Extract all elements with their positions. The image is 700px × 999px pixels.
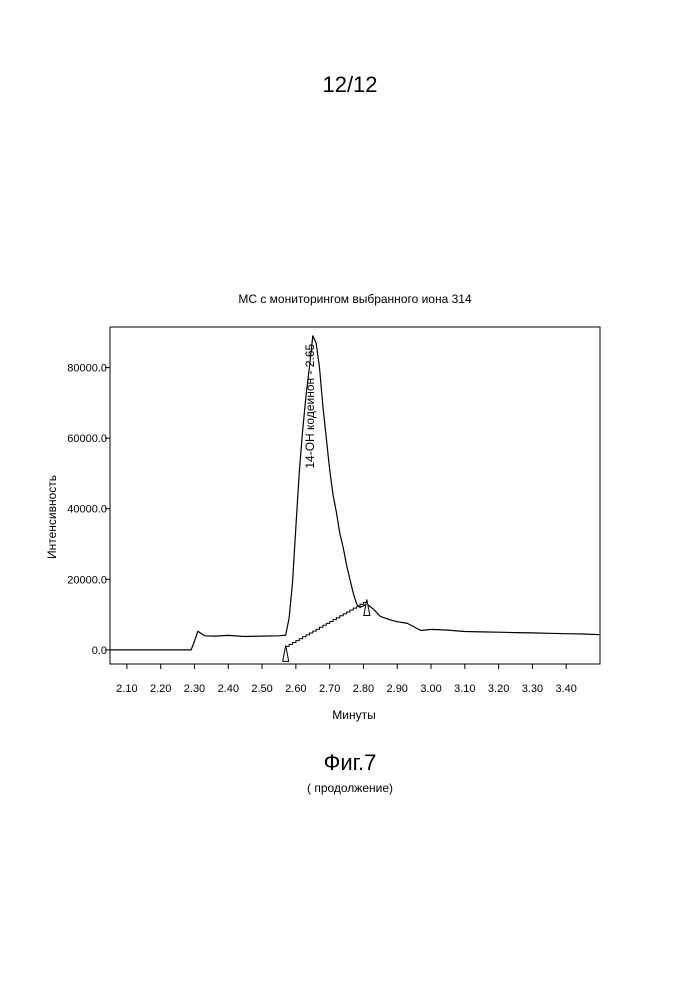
x-tick-label: 2.30 — [184, 683, 205, 695]
y-tick-label: 20000.0 — [67, 574, 107, 586]
chromatogram-chart: МС с мониторингом выбранного иона 314 0.… — [0, 0, 700, 740]
y-axis-label: Интенсивность — [45, 475, 59, 559]
x-tick-label: 2.60 — [285, 683, 306, 695]
series-group — [110, 336, 600, 662]
x-tick-label: 2.70 — [319, 683, 340, 695]
y-tick-label: 80000.0 — [67, 363, 107, 375]
peak-marker — [364, 599, 370, 615]
plot-frame — [110, 327, 600, 664]
x-tick-label: 2.50 — [251, 683, 272, 695]
x-tick-label: 3.40 — [555, 683, 576, 695]
y-tick-label: 60000.0 — [67, 433, 107, 445]
figure-caption: Фиг.7 — [0, 750, 700, 776]
x-tick-label: 2.20 — [150, 683, 171, 695]
x-tick-label: 2.10 — [116, 683, 137, 695]
chart-title: МС с мониторингом выбранного иона 314 — [238, 292, 472, 306]
peak-marker — [283, 645, 289, 661]
y-tick-label: 40000.0 — [67, 504, 107, 516]
x-axis-label: Минуты — [332, 708, 375, 722]
x-tick-label: 2.90 — [387, 683, 408, 695]
figure-subcaption: ( продолжение) — [0, 781, 700, 795]
x-tick-label: 3.20 — [488, 683, 509, 695]
integration-baseline — [286, 601, 367, 647]
x-tick-label: 2.80 — [353, 683, 374, 695]
x-tick-label: 3.10 — [454, 683, 475, 695]
x-tick-label: 2.40 — [218, 683, 239, 695]
x-tick-label: 3.00 — [420, 683, 441, 695]
y-axis: 0.0 20000.0 40000.0 60000.0 80000.0 — [67, 363, 110, 657]
y-tick-label: 0.0 — [92, 645, 107, 657]
series-line — [110, 336, 600, 650]
x-tick-label: 3.30 — [522, 683, 543, 695]
peak-annotation: 14-OH кодеинон - 2.65 — [303, 344, 317, 469]
annotation-group: 14-OH кодеинон - 2.65 — [303, 344, 317, 469]
x-axis: 2.10 2.20 2.30 2.40 2.50 2.60 2.70 2.80 2.90 3.00… — [116, 664, 577, 695]
